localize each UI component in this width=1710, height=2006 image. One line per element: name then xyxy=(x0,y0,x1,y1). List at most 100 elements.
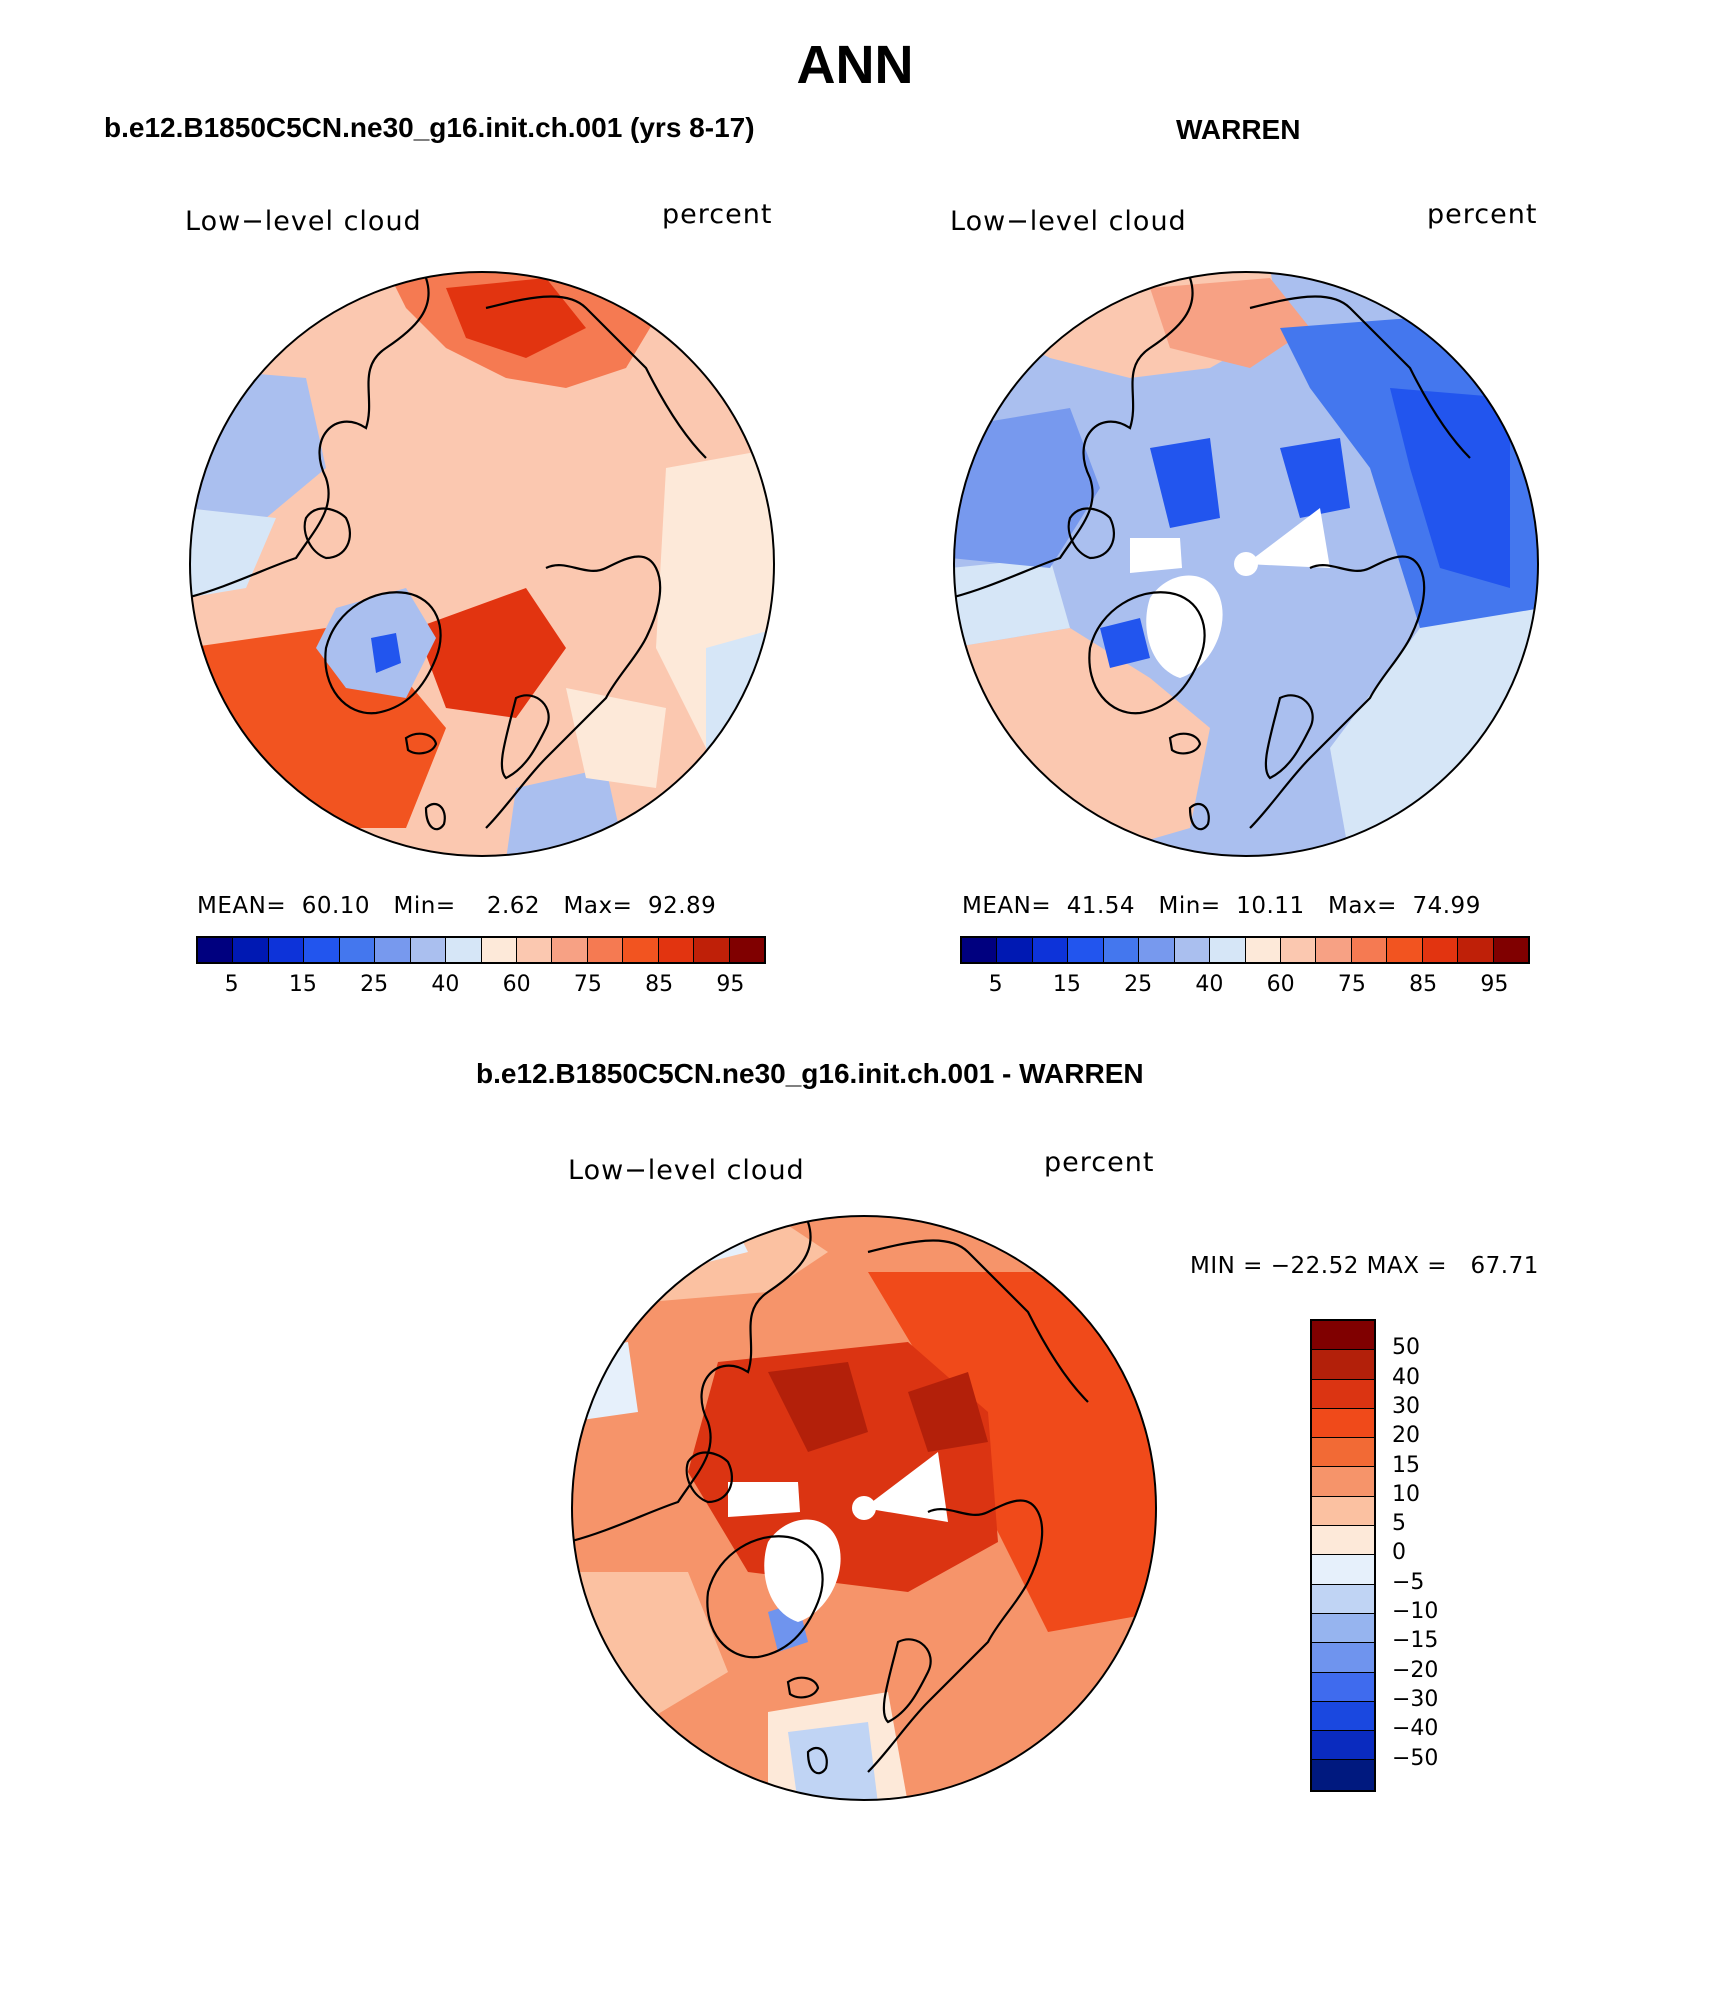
model-fill-greenland-core xyxy=(371,633,401,673)
obs-colorbar-swatch xyxy=(1139,938,1175,962)
obs-colorbar-tick-label: 60 xyxy=(1266,972,1295,997)
diff-colorbar-swatch xyxy=(1312,1584,1374,1614)
model-colorbar-swatch xyxy=(198,938,234,962)
obs-polar-map xyxy=(953,271,1539,857)
diff-coast-archipelago xyxy=(685,1451,733,1504)
diff-colorbar-tick-label: 40 xyxy=(1392,1364,1420,1390)
diff-colorbar-swatch xyxy=(1312,1731,1374,1761)
model-colorbar-tick-label: 60 xyxy=(502,972,531,997)
model-colorbar-tick-label: 5 xyxy=(224,972,239,997)
diff-colorbar-swatch xyxy=(1312,1701,1374,1732)
model-fill-north-core xyxy=(446,278,586,358)
diff-colorbar-swatch xyxy=(1312,1760,1374,1790)
model-coast-greenland xyxy=(324,591,442,715)
model-colorbar-swatch xyxy=(516,938,553,962)
obs-panel-title: WARREN xyxy=(1176,114,1301,145)
model-colorbar-swatch xyxy=(587,938,624,962)
diff-colorbar-tick-label: −10 xyxy=(1392,1599,1439,1624)
obs-mean-value: 41.54 xyxy=(1066,893,1136,919)
model-coast-north-america xyxy=(190,277,430,600)
diff-coastlines xyxy=(572,1221,1151,1775)
diff-coast-eurasia xyxy=(867,1499,1044,1773)
model-mean-label: MEAN= xyxy=(197,893,287,919)
model-colorbar-tick-label: 40 xyxy=(431,972,460,997)
obs-colorbar-swatch xyxy=(1174,938,1211,962)
diff-colorbar-tick-label: 15 xyxy=(1392,1452,1420,1478)
model-coast-iceland xyxy=(404,732,438,755)
obs-fill-mid-dark xyxy=(1280,438,1350,518)
obs-coast-eurasia xyxy=(1249,555,1426,829)
obs-units-label: percent xyxy=(1427,199,1538,230)
obs-coast-scandinavia xyxy=(1264,694,1314,780)
obs-colorbar-swatch xyxy=(1422,938,1459,962)
diff-coast-iceland xyxy=(786,1676,820,1699)
diff-coast-north-america xyxy=(572,1221,812,1544)
page-title: ANN xyxy=(796,35,914,95)
model-colorbar-tick-label: 95 xyxy=(716,972,745,997)
model-stats: MEAN= 60.10 Min= 2.62 Max= 92.89 xyxy=(197,893,716,919)
diff-colorbar-tick-label: 5 xyxy=(1392,1511,1406,1537)
obs-colorbar-swatch xyxy=(1351,938,1388,962)
diff-fill-pole-dot xyxy=(852,1496,876,1520)
obs-colorbar-swatch xyxy=(1103,938,1140,962)
obs-colorbar-swatch xyxy=(1458,938,1494,962)
obs-max-label: Max= xyxy=(1328,893,1397,919)
diff-colorbar-tick-label: −40 xyxy=(1392,1716,1439,1742)
obs-colorbar-tick-label: 75 xyxy=(1337,972,1366,997)
model-colorbar-swatch xyxy=(233,938,269,962)
diff-colorbar-tick-label: −50 xyxy=(1392,1745,1439,1771)
model-field-label: Low−level cloud xyxy=(185,206,422,237)
model-colorbar-swatch xyxy=(446,938,482,962)
obs-max-value: 74.99 xyxy=(1412,893,1481,919)
obs-fill-pole-dot xyxy=(1234,552,1258,576)
diff-colorbar-swatch xyxy=(1312,1350,1374,1380)
diff-minmax-text: MIN = −22.52 MAX = 67.71 xyxy=(1190,1253,1539,1279)
model-colorbar-swatch xyxy=(623,938,659,962)
obs-coastlines xyxy=(954,277,1533,831)
obs-fill-center-dark xyxy=(1150,438,1220,528)
model-colorbar-swatch xyxy=(304,938,340,962)
model-mean-value: 60.10 xyxy=(301,893,371,919)
diff-colorbar-tick-label: −15 xyxy=(1392,1628,1439,1654)
model-colorbar-swatch xyxy=(375,938,411,962)
obs-colorbar-swatch xyxy=(1245,938,1281,962)
diff-colorbar-swatch xyxy=(1312,1496,1374,1527)
diff-colorbar-tick-label: 0 xyxy=(1392,1540,1406,1566)
obs-colorbar-swatch xyxy=(1387,938,1423,962)
model-colorbar-tick-label: 25 xyxy=(360,972,389,997)
model-colorbar-swatch xyxy=(694,938,730,962)
diff-colorbar-tick-label: 50 xyxy=(1392,1335,1420,1361)
model-colorbar-swatch xyxy=(481,938,517,962)
obs-colorbar-tick-label: 5 xyxy=(988,972,1003,997)
obs-colorbar-swatch xyxy=(1316,938,1352,962)
obs-map-outline xyxy=(953,271,1539,857)
obs-colorbar-tick-label: 40 xyxy=(1195,972,1224,997)
diff-coast-eurasia-north xyxy=(867,1239,1089,1403)
diff-fill-gap-pole xyxy=(864,1452,948,1522)
diff-field-label: Low−level cloud xyxy=(568,1155,805,1186)
diff-fill-center-dark xyxy=(768,1362,868,1452)
obs-fill-gap-archipelago xyxy=(1130,538,1182,573)
model-colorbar-swatch xyxy=(339,938,376,962)
model-coast-eurasia xyxy=(485,555,662,829)
model-max-label: Max= xyxy=(563,893,633,919)
model-colorbar-tick-label: 75 xyxy=(573,972,602,997)
diff-coast-scandinavia xyxy=(882,1638,932,1724)
obs-mean-label: MEAN= xyxy=(962,893,1052,919)
diff-fill-east xyxy=(868,1272,1156,1632)
model-colorbar-swatch xyxy=(658,938,695,962)
model-colorbar-swatch xyxy=(268,938,305,962)
obs-colorbar-swatch xyxy=(1068,938,1104,962)
model-colorbar-swatch xyxy=(410,938,447,962)
diff-colorbar-swatch xyxy=(1312,1438,1374,1468)
diff-panel-title: b.e12.B1850C5CN.ne30_g16.init.ch.001 - W… xyxy=(476,1058,1144,1089)
obs-colorbar-swatch xyxy=(962,938,998,962)
obs-colorbar-swatch xyxy=(1210,938,1246,962)
model-colorbar-swatch xyxy=(552,938,588,962)
obs-coast-north-america xyxy=(954,277,1194,600)
diff-colorbar-tick-label: −20 xyxy=(1392,1657,1439,1683)
obs-coast-greenland xyxy=(1088,591,1206,715)
diff-colorbar-tick-label: 30 xyxy=(1392,1393,1420,1419)
model-coast-scandinavia xyxy=(500,694,550,780)
diff-colorbar-swatch xyxy=(1312,1408,1374,1439)
